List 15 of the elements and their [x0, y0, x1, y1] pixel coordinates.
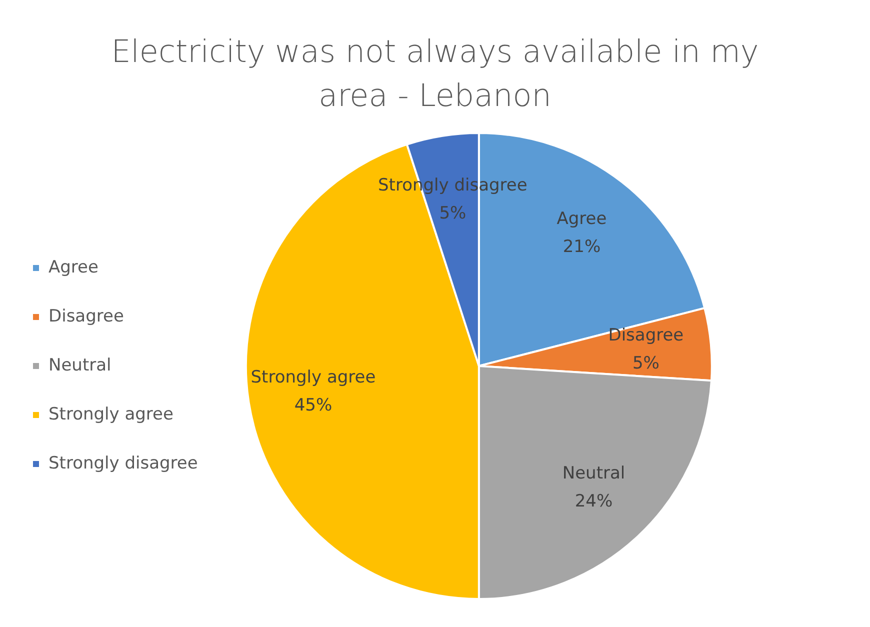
data-label: 45%	[294, 396, 332, 416]
chart-title: Electricity was not always available in my area - Lebanon	[110, 33, 760, 116]
data-label: 5%	[439, 204, 466, 224]
legend-label: Disagree	[48, 306, 124, 326]
data-label: 21%	[562, 236, 601, 257]
legend-label: Strongly agree	[48, 404, 174, 424]
data-label: 5%	[632, 354, 660, 374]
data-label: 24%	[574, 492, 613, 512]
legend-label: Strongly disagree	[48, 453, 198, 474]
legend-label: Neutral	[48, 355, 112, 376]
legend-label: Agree	[48, 257, 98, 278]
slice-label: Strongly agree	[250, 368, 376, 388]
slice-label: Neutral	[562, 464, 626, 484]
slice-label: Agree	[556, 208, 607, 229]
slice-label: Disagree	[608, 326, 684, 346]
